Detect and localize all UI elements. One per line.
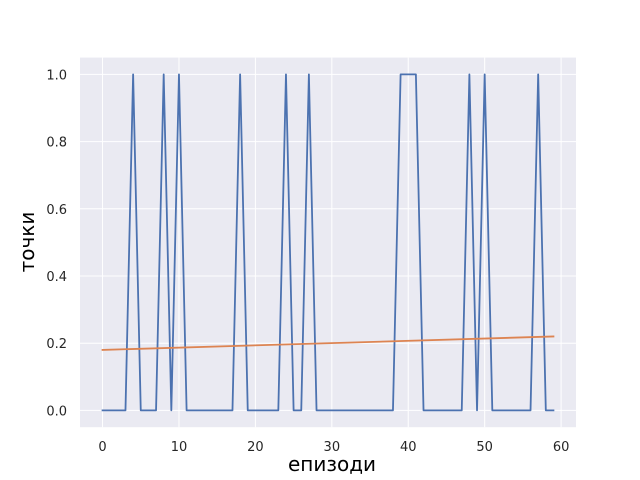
y-axis-label: точки <box>15 212 39 273</box>
plot-area <box>80 57 576 428</box>
x-tick-label: 0 <box>98 440 106 455</box>
tick-labels: 0 10 20 30 40 50 60 0.0 0.2 0.4 0.6 0.8 1.0 <box>46 68 569 455</box>
series-line-1 <box>101 73 555 412</box>
y-tick-label: 1.0 <box>46 68 67 83</box>
x-axis-label: епизоди <box>288 452 376 476</box>
x-tick-label: 20 <box>247 440 264 455</box>
y-tick-label: 0.0 <box>46 404 67 419</box>
x-tick-label: 30 <box>324 440 341 455</box>
y-tick-label: 0.2 <box>46 337 67 352</box>
x-tick-label: 40 <box>400 440 417 455</box>
y-tick-label: 0.8 <box>46 136 67 151</box>
y-tick-label: 0.4 <box>46 270 67 285</box>
x-tick-label: 10 <box>171 440 188 455</box>
series-line-2 <box>101 335 555 351</box>
x-tick-label: 50 <box>476 440 493 455</box>
y-tick-label: 0.6 <box>46 203 67 218</box>
x-tick-label: 60 <box>553 440 570 455</box>
series-lines <box>101 73 555 412</box>
